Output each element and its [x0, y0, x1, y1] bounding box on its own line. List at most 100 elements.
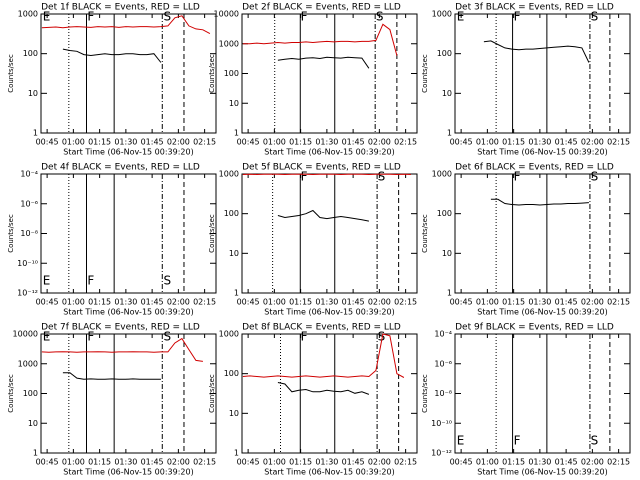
annotation: S [164, 330, 172, 344]
x-tick-label: 01:15 [88, 458, 111, 467]
chart-title: Det 6f BLACK = Events, RED = LLD [455, 163, 614, 173]
x-axis-label: Start Time (06-Nov-15 00:39:20) [264, 468, 394, 477]
y-tick-label: 100 [224, 69, 239, 78]
series-line [483, 40, 590, 63]
x-tick-label: 01:45 [555, 298, 578, 307]
x-tick-label: 00:45 [36, 138, 59, 147]
y-axis-label: Counts/sec [208, 214, 216, 253]
y-tick-label: 10000 [214, 10, 239, 19]
series-line [62, 372, 161, 380]
y-tick-label: 1 [234, 289, 239, 298]
y-axis-label: Counts/sec [208, 374, 216, 413]
y-tick-label: 10 [442, 89, 452, 98]
y-tick-label: 10⁻¹⁰ [431, 419, 452, 428]
plot-frame [241, 173, 418, 294]
x-tick-label: 02:00 [368, 458, 391, 467]
x-axis-label: Start Time (06-Nov-15 00:39:20) [477, 308, 607, 317]
x-tick-label: 01:30 [528, 298, 551, 307]
x-tick-label: 01:00 [263, 298, 286, 307]
annotation: S [591, 170, 599, 184]
x-tick-label: 01:45 [342, 458, 365, 467]
x-tick-label: 01:15 [502, 138, 525, 147]
y-tick-label: 1000 [432, 10, 452, 19]
y-tick-label: 1 [447, 129, 452, 138]
x-tick-label: 00:45 [450, 298, 473, 307]
annotation: E [43, 330, 51, 344]
annotation: S [591, 10, 599, 24]
y-tick-label: 100 [437, 49, 452, 58]
y-axis-label: Counts/sec [421, 54, 429, 93]
x-tick-label: 01:15 [289, 458, 312, 467]
x-tick-label: 01:30 [315, 298, 338, 307]
y-tick-label: 10⁻¹² [17, 289, 38, 298]
y-tick-label: 100 [23, 389, 38, 398]
annotation: E [43, 274, 51, 288]
x-tick-label: 02:15 [193, 298, 216, 307]
series-line [242, 333, 405, 378]
y-tick-label: 10 [28, 419, 38, 428]
x-tick-label: 02:15 [607, 138, 630, 147]
series-line [62, 48, 162, 63]
x-axis-label: Start Time (06-Nov-15 00:39:20) [477, 148, 607, 157]
y-tick-label: 10 [229, 99, 239, 108]
annotation: F [514, 434, 521, 448]
y-axis-label: Counts/sec [7, 54, 15, 93]
y-axis-label: Counts/sec [421, 374, 429, 413]
x-tick-label: 02:15 [394, 458, 417, 467]
plot-frame [40, 13, 217, 134]
x-tick-label: 01:00 [263, 138, 286, 147]
chart-title: Det 4f BLACK = Events, RED = LLD [41, 163, 200, 173]
x-tick-label: 02:00 [368, 298, 391, 307]
x-axis-label: Start Time (06-Nov-15 00:39:20) [63, 468, 193, 477]
x-tick-label: 01:15 [289, 138, 312, 147]
annotation: F [87, 330, 94, 344]
x-tick-label: 02:15 [394, 138, 417, 147]
x-tick-label: 00:45 [450, 138, 473, 147]
x-tick-label: 02:15 [193, 138, 216, 147]
plot-frame [40, 173, 217, 294]
x-tick-label: 01:00 [62, 298, 85, 307]
annotation: F [87, 274, 94, 288]
x-tick-label: 02:00 [167, 138, 190, 147]
x-tick-label: 01:15 [88, 298, 111, 307]
y-tick-label: 10⁻⁶ [434, 359, 452, 368]
annotation: S [591, 434, 599, 448]
x-tick-label: 00:45 [36, 298, 59, 307]
series-line [41, 15, 211, 35]
plot-frame [454, 333, 631, 454]
y-tick-label: 100 [23, 49, 38, 58]
y-tick-label: 1000 [18, 359, 38, 368]
series-line [277, 209, 369, 222]
x-tick-label: 01:00 [62, 138, 85, 147]
y-tick-label: 100 [437, 209, 452, 218]
x-tick-label: 01:45 [141, 298, 164, 307]
x-axis-label: Start Time (06-Nov-15 00:39:20) [264, 148, 394, 157]
y-axis-label: Counts/sec [421, 214, 429, 253]
x-tick-label: 01:30 [315, 138, 338, 147]
x-tick-label: 01:30 [528, 138, 551, 147]
x-tick-label: 02:15 [193, 458, 216, 467]
y-tick-label: 100 [224, 369, 239, 378]
x-axis-label: Start Time (06-Nov-15 00:39:20) [264, 308, 394, 317]
x-tick-label: 01:15 [502, 458, 525, 467]
x-axis-label: Start Time (06-Nov-15 00:39:20) [63, 308, 193, 317]
x-tick-label: 02:00 [167, 458, 190, 467]
x-tick-label: 02:00 [581, 458, 604, 467]
series-line [41, 337, 203, 362]
x-tick-label: 02:00 [167, 298, 190, 307]
y-tick-label: 1000 [432, 170, 452, 179]
chart-title: Det 2f BLACK = Events, RED = LLD [242, 3, 401, 13]
chart-title: Det 9f BLACK = Events, RED = LLD [455, 323, 614, 333]
x-axis-label: Start Time (06-Nov-15 00:39:20) [477, 468, 607, 477]
x-tick-label: 01:45 [555, 138, 578, 147]
y-tick-label: 10⁻⁶ [20, 199, 38, 208]
y-tick-label: 10 [442, 249, 452, 258]
x-tick-label: 02:00 [368, 138, 391, 147]
y-tick-label: 1 [33, 129, 38, 138]
annotation: F [301, 170, 308, 184]
series-line [242, 23, 398, 56]
chart-title: Det 8f BLACK = Events, RED = LLD [242, 323, 401, 333]
plot-frame [454, 173, 631, 294]
y-tick-label: 1 [234, 449, 239, 458]
